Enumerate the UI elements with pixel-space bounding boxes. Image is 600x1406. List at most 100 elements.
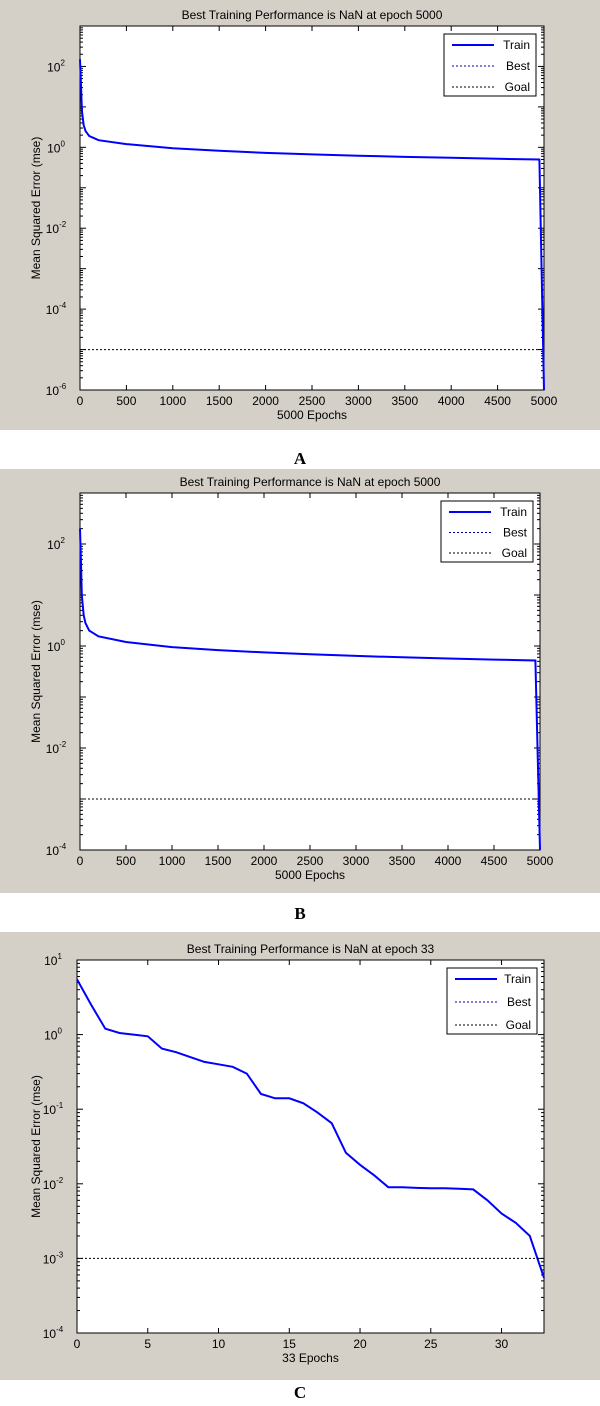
y-tick-base: 10 (47, 538, 61, 552)
y-tick-label: 102 (47, 58, 65, 74)
legend-label-best: Best (503, 526, 528, 540)
y-tick-label: 10-2 (43, 1176, 64, 1192)
caption-b: B (294, 904, 306, 923)
y-tick-exponent: -2 (59, 740, 67, 749)
legend-label-best: Best (507, 995, 532, 1009)
y-tick-label: 102 (47, 536, 65, 552)
legend-label-train: Train (504, 972, 531, 986)
x-tick-label: 500 (116, 394, 136, 408)
y-tick-base: 10 (44, 954, 58, 968)
series-train-line (76, 978, 545, 1279)
x-tick-label: 4000 (438, 394, 465, 408)
y-tick-exponent: -4 (56, 1325, 64, 1334)
y-tick-base: 10 (46, 384, 60, 398)
y-tick-base: 10 (47, 141, 61, 155)
legend-label-best: Best (506, 59, 531, 73)
y-tick-label: 10-3 (43, 1250, 64, 1266)
x-tick-label: 2500 (299, 394, 326, 408)
legend-label-goal: Goal (505, 80, 530, 94)
x-tick-label: 1500 (205, 854, 232, 868)
y-axis-label: Mean Squared Error (mse) (29, 137, 43, 280)
x-tick-label: 5000 (527, 854, 554, 868)
y-axis-label: Mean Squared Error (mse) (29, 600, 43, 743)
legend-label-goal: Goal (502, 546, 527, 560)
y-tick-exponent: -4 (59, 842, 67, 851)
y-tick-label: 10-4 (46, 301, 67, 317)
chart-title: Best Training Performance is NaN at epoc… (182, 8, 443, 22)
legend-label-goal: Goal (506, 1018, 531, 1032)
x-tick-label: 1000 (159, 854, 186, 868)
y-tick-label: 10-2 (46, 220, 67, 236)
x-tick-label: 4000 (435, 854, 462, 868)
x-tick-label: 2000 (252, 394, 279, 408)
y-tick-exponent: -6 (59, 382, 67, 391)
y-tick-base: 10 (46, 742, 60, 756)
caption-c: C (293, 1383, 307, 1402)
y-tick-label: 10-6 (46, 382, 67, 398)
x-axis-label: 33 Epochs (282, 1351, 339, 1365)
x-tick-label: 3000 (343, 854, 370, 868)
y-tick-exponent: 2 (60, 536, 65, 545)
x-tick-label: 25 (424, 1337, 438, 1351)
y-tick-exponent: 0 (60, 638, 65, 647)
y-tick-base: 10 (43, 1252, 57, 1266)
x-tick-label: 0 (77, 854, 84, 868)
x-tick-label: 500 (116, 854, 136, 868)
x-tick-label: 20 (353, 1337, 367, 1351)
x-axis-label: 5000 Epochs (275, 868, 345, 882)
x-tick-label: 4500 (484, 394, 511, 408)
y-tick-base: 10 (44, 1029, 58, 1043)
x-tick-label: 5000 (531, 394, 558, 408)
series-train-line (79, 59, 545, 391)
y-tick-base: 10 (43, 1178, 57, 1192)
y-tick-label: 10-4 (43, 1325, 64, 1341)
chart-panel-a: Best Training Performance is NaN at epoc… (0, 0, 600, 430)
x-tick-label: 15 (283, 1337, 297, 1351)
y-tick-exponent: 2 (60, 58, 65, 67)
y-tick-exponent: 0 (60, 139, 65, 148)
y-tick-base: 10 (46, 303, 60, 317)
chart-a: Best Training Performance is NaN at epoc… (29, 8, 558, 422)
caption-a: A (293, 449, 307, 468)
y-tick-label: 100 (47, 139, 65, 155)
y-tick-base: 10 (47, 60, 61, 74)
y-axis-label: Mean Squared Error (mse) (29, 1075, 43, 1218)
y-tick-base: 10 (43, 1103, 57, 1117)
y-tick-label: 10-2 (46, 740, 67, 756)
y-tick-label: 100 (47, 638, 65, 654)
y-tick-label: 10-4 (46, 842, 67, 858)
series-train-line (79, 528, 541, 851)
x-tick-label: 1500 (206, 394, 233, 408)
chart-title: Best Training Performance is NaN at epoc… (180, 475, 441, 489)
y-tick-base: 10 (46, 844, 60, 858)
chart-panel-b: Best Training Performance is NaN at epoc… (0, 469, 600, 893)
y-tick-exponent: -2 (59, 220, 67, 229)
y-tick-base: 10 (46, 222, 60, 236)
y-tick-base: 10 (43, 1327, 57, 1341)
y-tick-exponent: -1 (56, 1101, 64, 1110)
legend-label-train: Train (500, 505, 527, 519)
y-tick-label: 101 (44, 952, 62, 968)
chart-title: Best Training Performance is NaN at epoc… (187, 942, 435, 956)
x-tick-label: 30 (495, 1337, 509, 1351)
x-tick-label: 3000 (345, 394, 372, 408)
x-tick-label: 2500 (297, 854, 324, 868)
legend-label-train: Train (503, 38, 530, 52)
y-tick-exponent: -2 (56, 1176, 64, 1185)
x-tick-label: 3500 (389, 854, 416, 868)
x-tick-label: 4500 (481, 854, 508, 868)
x-tick-label: 2000 (251, 854, 278, 868)
x-tick-label: 0 (74, 1337, 81, 1351)
chart-c: Best Training Performance is NaN at epoc… (29, 942, 545, 1365)
x-tick-label: 1000 (159, 394, 186, 408)
y-tick-exponent: 0 (57, 1027, 62, 1036)
y-tick-base: 10 (47, 640, 61, 654)
y-tick-exponent: -3 (56, 1250, 64, 1259)
x-tick-label: 5 (144, 1337, 151, 1351)
x-tick-label: 10 (212, 1337, 226, 1351)
chart-panel-c: Best Training Performance is NaN at epoc… (0, 932, 600, 1380)
x-tick-label: 3500 (391, 394, 418, 408)
x-tick-label: 0 (77, 394, 84, 408)
y-tick-exponent: -4 (59, 301, 67, 310)
y-tick-label: 100 (44, 1027, 62, 1043)
